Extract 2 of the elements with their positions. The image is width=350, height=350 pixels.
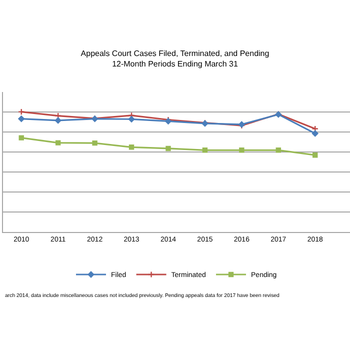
chart-subtitle: 12-Month Periods Ending March 31 bbox=[112, 59, 238, 68]
chart-title: Appeals Court Cases Filed, Terminated, and Pending bbox=[80, 49, 270, 58]
